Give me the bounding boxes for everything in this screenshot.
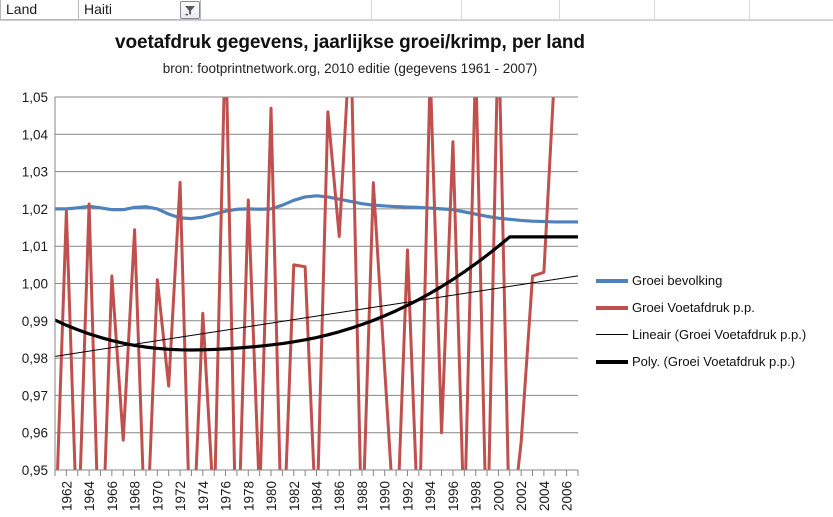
- x-axis-tick-label: 1972: [173, 481, 188, 511]
- legend-item-label: Poly. (Groei Voetafdruk p.p.): [632, 354, 796, 369]
- legend-item[interactable]: Poly. (Groei Voetafdruk p.p.): [596, 348, 833, 375]
- x-axis-tick-label: 1996: [446, 481, 461, 511]
- x-axis-tick-label: 1976: [219, 481, 234, 511]
- x-axis-tick-label: 1986: [332, 481, 347, 511]
- legend-color-swatch: [596, 275, 628, 287]
- y-axis-tick-label: 1,00: [22, 277, 48, 292]
- legend-item[interactable]: Lineair (Groei Voetafdruk p.p.): [596, 321, 833, 348]
- filter-selected-value-cell[interactable]: Haiti: [79, 0, 201, 20]
- filter-dropdown-button[interactable]: [180, 1, 200, 19]
- x-axis-tick-label: 1992: [400, 481, 415, 511]
- x-axis-tick-label: 2002: [514, 481, 529, 511]
- trendlines-group: [55, 235, 578, 357]
- x-axis-tick-label: 2006: [560, 481, 575, 511]
- x-axis-tick-label: 1998: [469, 481, 484, 511]
- x-axis-tick-label: 1984: [310, 481, 325, 512]
- trendline: [55, 235, 578, 352]
- y-axis-tick-label: 1,03: [22, 165, 48, 180]
- y-axis-tick-label: 0,98: [22, 351, 48, 366]
- x-axis-tick-label: 1982: [287, 481, 302, 511]
- x-axis-tick-label: 1968: [128, 481, 143, 511]
- x-axis-tick-marks: [54, 470, 579, 476]
- data-series-line: [55, 194, 578, 224]
- legend-color-swatch: [596, 356, 628, 368]
- trendline: [55, 275, 578, 357]
- legend-item-label: Lineair (Groei Voetafdruk p.p.): [632, 327, 807, 342]
- blank-cell[interactable]: [201, 0, 372, 20]
- chart-plot: 0,95 0,96 0,97 0,98 0,99 1,00 1,01 1,02 1,03 1,04…: [22, 90, 579, 512]
- y-axis-tick-label: 1,02: [22, 202, 48, 217]
- blank-cell[interactable]: [560, 0, 655, 20]
- data-series-line: [56, 97, 555, 470]
- y-axis-tick-label: 0,97: [22, 388, 48, 403]
- x-axis-tick-label: 2000: [491, 481, 506, 511]
- x-axis-tick-label: 1980: [264, 481, 279, 511]
- blank-cell[interactable]: [462, 0, 560, 20]
- legend-item-label: Groei Voetafdruk p.p.: [632, 300, 755, 315]
- legend-color-swatch: [596, 302, 628, 314]
- filter-field-label-cell[interactable]: Land: [0, 0, 79, 20]
- chart-container: voetafdruk gegevens, jaarlijkse groei/kr…: [0, 21, 833, 517]
- y-axis-tick-label: 1,05: [22, 90, 48, 105]
- blank-cell[interactable]: [372, 0, 462, 20]
- x-axis-tick-label: 1966: [105, 481, 120, 511]
- x-axis-tick-label: 1962: [59, 481, 74, 511]
- legend-color-swatch: [596, 329, 628, 341]
- chart-legend: Groei bevolking Groei Voetafdruk p.p. Li…: [596, 267, 833, 375]
- y-axis-tick-labels: 0,95 0,96 0,97 0,98 0,99 1,00 1,01 1,02 1,03 1,04…: [22, 90, 49, 478]
- y-axis-tick-label: 1,01: [22, 239, 48, 254]
- x-axis-tick-label: 1978: [241, 481, 256, 511]
- gridlines-group: [55, 96, 578, 471]
- spreadsheet-filter-row: Land Haiti: [0, 0, 833, 21]
- x-axis-tick-label: 2004: [537, 481, 552, 512]
- legend-item-label: Groei bevolking: [632, 273, 723, 288]
- x-axis-tick-label: 1990: [378, 481, 393, 511]
- x-axis-tick-label: 1974: [196, 481, 211, 512]
- y-axis-tick-label: 0,99: [22, 314, 48, 329]
- filter-funnel-icon: [181, 5, 199, 17]
- y-axis-tick-label: 1,04: [22, 127, 49, 142]
- blank-cell[interactable]: [750, 0, 833, 20]
- legend-item[interactable]: Groei Voetafdruk p.p.: [596, 294, 833, 321]
- x-axis-tick-labels: 1962 1964 1966 1968 1970 1972 1974 1976 1978 1980…: [59, 481, 574, 512]
- chart-title: voetafdruk gegevens, jaarlijkse groei/kr…: [115, 32, 585, 53]
- chart-subtitle: bron: footprintnetwork.org, 2010 editie …: [162, 61, 538, 76]
- x-axis-tick-label: 1964: [82, 481, 97, 512]
- x-axis-tick-label: 1988: [355, 481, 370, 511]
- x-axis-tick-label: 1994: [423, 481, 438, 512]
- y-axis-tick-label: 0,95: [22, 463, 48, 478]
- data-series-group: [55, 97, 578, 470]
- axis-lines: [54, 96, 578, 471]
- y-axis-tick-label: 0,96: [22, 426, 48, 441]
- blank-cell[interactable]: [655, 0, 750, 20]
- legend-item[interactable]: Groei bevolking: [596, 267, 833, 294]
- x-axis-tick-label: 1970: [150, 481, 165, 511]
